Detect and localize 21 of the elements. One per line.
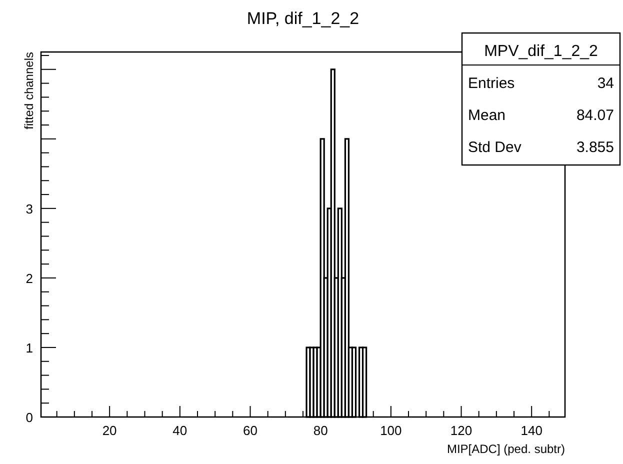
x-tick-label: 40 [172,423,188,438]
annotation: Std Dev [468,139,522,156]
text: 3.855 [576,139,614,156]
x-axis-title: MIP[ADC] (ped. subtr) [446,442,566,456]
x-tick-label: 60 [243,423,258,438]
x-tick-label: 140 [520,423,542,438]
x-tick-label: 20 [102,423,117,438]
annotation: Mean [468,107,506,124]
annotation: Entries [468,75,515,92]
text: 84.07 [576,107,614,124]
y-tick-label: 3 [26,201,33,216]
y-tick-label: 2 [26,270,33,286]
annotation: MPV_dif_1_2_2 [484,43,598,60]
y-axis-title: fitted channels [22,52,36,130]
x-tick-label: 120 [450,423,472,438]
y-tick-label: 0 [26,410,33,425]
x-tick-label: 80 [313,423,328,438]
x-tick-label: 100 [380,423,402,438]
text: 34 [597,75,614,92]
y-tick-label: 1 [26,340,33,356]
chart-title: MIP, dif_1_2_2 [246,9,360,28]
